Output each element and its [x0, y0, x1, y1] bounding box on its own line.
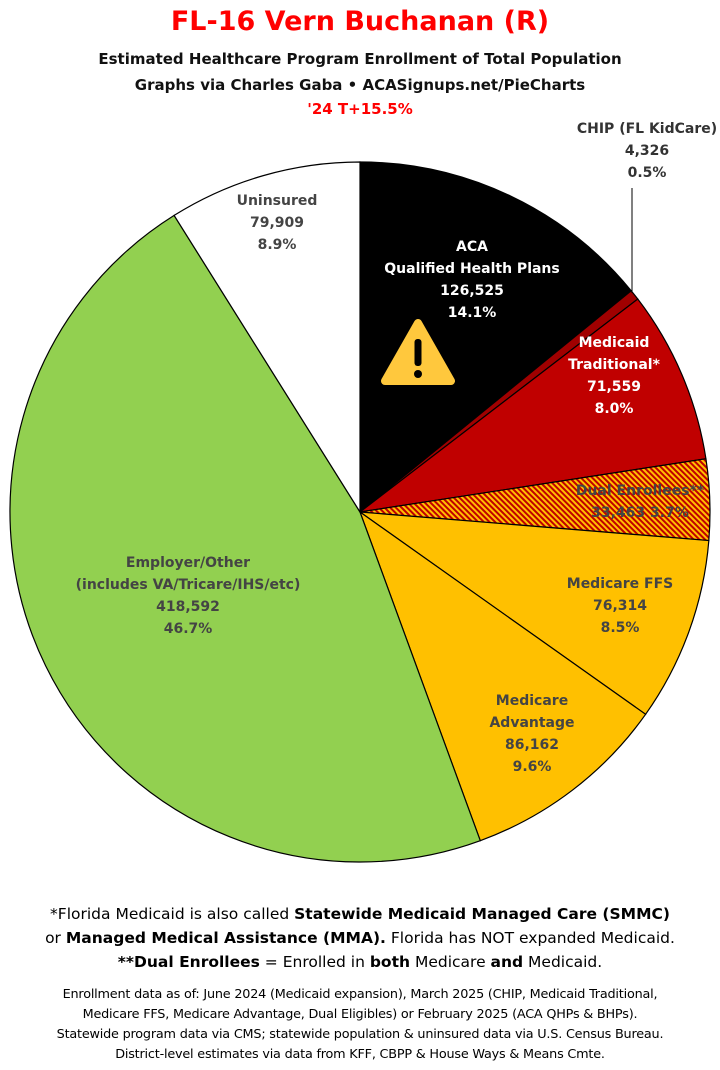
slice-pct: 8.0% — [594, 401, 634, 417]
trump-margin: '24 T+15.5% — [307, 100, 413, 118]
slice-label: (includes VA/Tricare/IHS/etc) — [75, 577, 301, 593]
slice-label: Medicare FFS — [566, 576, 674, 592]
note-text: *Florida Medicaid is also called — [50, 905, 295, 923]
label-uninsured: Uninsured 79,909 8.9% — [237, 190, 318, 256]
slice-pct: 3.7% — [650, 505, 689, 521]
source-line: District-level estimates via data from K… — [115, 1047, 605, 1062]
slice-label: Uninsured — [236, 193, 318, 209]
warning-icon — [381, 319, 455, 385]
chart-credit: Graphs via Charles Gaba • ACASignups.net… — [134, 76, 586, 94]
pie-slice-medicare-ffs — [357, 511, 710, 716]
note-bold: **Dual Enrollees — [117, 953, 260, 971]
label-medicaid: Medicaid Traditional* 71,559 8.0% — [568, 332, 660, 420]
source-line: Enrollment data as of: June 2024 (Medica… — [62, 987, 658, 1002]
slice-value: 4,326 — [624, 143, 670, 159]
footnotes: *Florida Medicaid is also called Statewi… — [0, 902, 720, 974]
note-bold: and — [490, 953, 524, 971]
slice-pct: 8.9% — [257, 237, 297, 253]
slice-label: CHIP (FL KidCare) — [576, 121, 718, 137]
pie-slice-aca — [359, 161, 633, 514]
slice-label: Advantage — [489, 715, 575, 731]
slice-value: 33,463 — [591, 505, 646, 521]
pie-slice-employer-other — [9, 214, 482, 863]
chart-subtitle: Estimated Healthcare Program Enrollment … — [98, 50, 622, 68]
source-line: Medicare FFS, Medicare Advantage, Dual E… — [82, 1007, 638, 1022]
label-chip: CHIP (FL KidCare) 4,326 0.5% — [577, 118, 717, 184]
pie-slice-medicaid — [359, 298, 707, 513]
slice-value: 71,559 — [586, 379, 642, 395]
slice-label: Employer/Other — [125, 555, 251, 571]
note-text: or — [45, 929, 66, 947]
pie-slice-uninsured — [173, 161, 361, 515]
note-text: Medicare — [410, 953, 491, 971]
slice-value: 76,314 — [592, 598, 648, 614]
label-employer: Employer/Other (includes VA/Tricare/IHS/… — [76, 552, 301, 640]
chart-title: FL-16 Vern Buchanan (R) — [170, 6, 550, 37]
slice-label: Traditional* — [568, 357, 660, 373]
slice-label: Medicare — [495, 693, 569, 709]
note-bold: both — [369, 953, 411, 971]
note-text: Florida has NOT expanded Medicaid. — [385, 929, 675, 947]
slice-value: 418,592 — [156, 599, 220, 615]
label-aca: ACA Qualified Health Plans 126,525 14.1% — [384, 236, 559, 324]
note-text: = Enrolled in — [259, 953, 370, 971]
slice-pct: 8.5% — [600, 620, 640, 636]
label-medicare-ffs: Medicare FFS 76,314 8.5% — [567, 573, 673, 639]
slice-label: ACA — [456, 239, 488, 255]
slice-value: 126,525 — [440, 283, 504, 299]
slice-pct: 9.6% — [512, 759, 552, 775]
slice-pct: 14.1% — [447, 305, 497, 321]
slice-label: Qualified Health Plans — [384, 261, 560, 277]
slice-label: Medicaid — [578, 335, 650, 351]
pie-slice-medicare — [358, 510, 647, 842]
slice-label: Dual Enrollees** — [575, 483, 705, 499]
note-bold: Managed Medical Assistance (MMA). — [65, 929, 386, 947]
slice-value: 86,162 — [504, 737, 560, 753]
label-dual: Dual Enrollees** 33,463 3.7% — [576, 480, 704, 524]
slice-value: 79,909 — [249, 215, 305, 231]
sources: Enrollment data as of: June 2024 (Medica… — [0, 985, 720, 1065]
source-line: Statewide program data via CMS; statewid… — [56, 1027, 664, 1042]
note-text: Medicaid. — [523, 953, 603, 971]
slice-pct: 0.5% — [627, 165, 667, 181]
label-medicare-advantage: Medicare Advantage 86,162 9.6% — [489, 690, 574, 778]
note-bold: Statewide Medicaid Managed Care (SMMC) — [294, 905, 670, 923]
slice-pct: 46.7% — [163, 621, 213, 637]
